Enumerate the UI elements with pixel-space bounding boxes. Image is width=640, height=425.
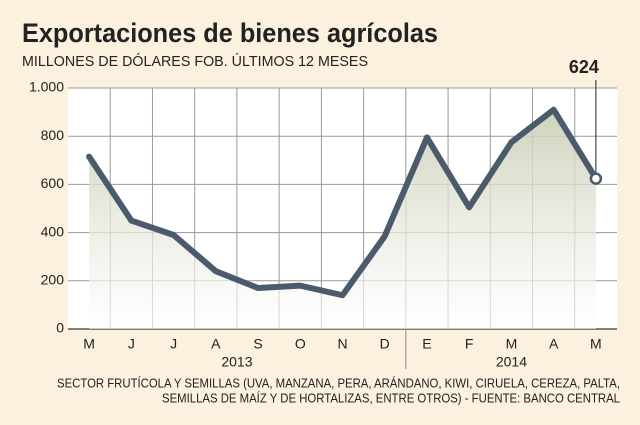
x-tick-label: M <box>506 336 518 352</box>
x-tick-label: A <box>211 336 221 352</box>
line <box>86 106 599 299</box>
x-tick-label: E <box>422 336 431 352</box>
x-tick-label: M <box>83 336 95 352</box>
chart-subtitle: MILLONES DE DÓLARES FOB. ÚLTIMOS 12 MESE… <box>22 53 368 70</box>
x-group-label: 2013 <box>221 354 252 370</box>
x-tick-label: M <box>590 336 602 352</box>
x-tick-label: A <box>549 336 559 352</box>
x-tick-label: N <box>337 336 347 352</box>
last-point <box>589 172 603 185</box>
x-tick-label: J <box>170 336 177 352</box>
y-tick-label: 800 <box>41 127 65 143</box>
y-tick-label: 1.000 <box>29 79 64 95</box>
x-tick-label: S <box>253 336 262 352</box>
x-tick-label: F <box>465 336 474 352</box>
source-note: SECTOR FRUTÍCOLA Y SEMILLAS (UVA, MANZAN… <box>57 375 620 390</box>
y-tick-label: 200 <box>41 272 65 288</box>
x-tick-label: D <box>380 336 390 352</box>
x-group-label: 2014 <box>496 354 527 370</box>
x-tick-label: J <box>128 336 135 352</box>
chart-title: Exportaciones de bienes agrícolas <box>22 18 438 48</box>
source-note: SEMILLAS DE MAÍZ Y DE HORTALIZAS, ENTRE … <box>162 390 620 405</box>
y-tick-label: 0 <box>56 320 64 336</box>
y-tick-label: 600 <box>41 175 65 191</box>
x-tick-label: O <box>295 336 306 352</box>
y-tick-label: 400 <box>41 223 65 239</box>
value-label: 624 <box>569 57 599 77</box>
